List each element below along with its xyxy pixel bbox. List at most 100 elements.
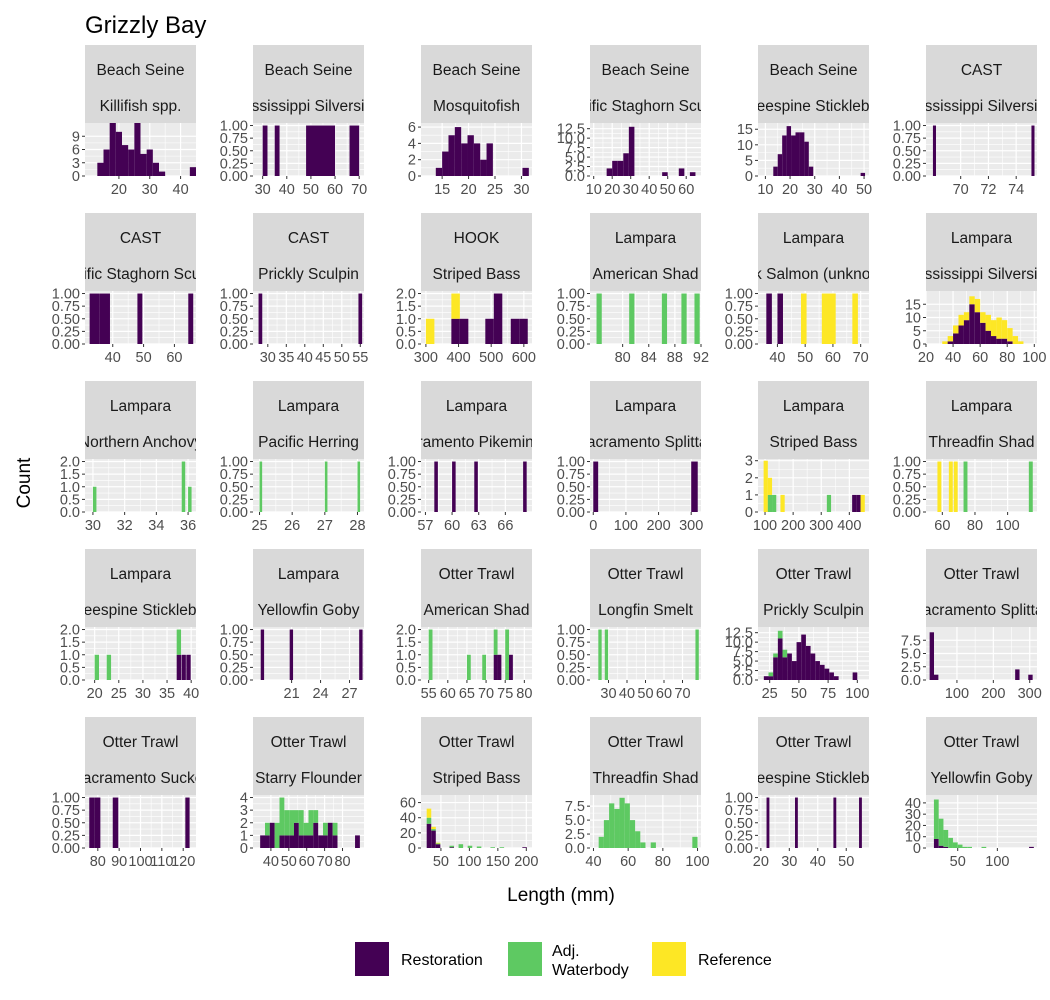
- x-tick-label: 40: [173, 182, 189, 198]
- histogram-bar: [466, 654, 471, 680]
- x-tick-label: 36: [180, 518, 196, 534]
- x-tick-label: 35: [278, 350, 294, 366]
- histogram-bar: [603, 820, 610, 848]
- histogram-bar: [795, 797, 798, 848]
- x-tick-label: 200: [514, 854, 538, 870]
- histogram-bar: [963, 312, 970, 321]
- histogram-bar: [678, 168, 685, 176]
- y-tick-label: 0.00: [893, 169, 921, 185]
- y-tick-label: 0.0: [60, 673, 80, 689]
- histogram-bar: [767, 494, 773, 512]
- histogram-bar: [289, 835, 294, 848]
- y-tick-label: 0: [913, 337, 921, 353]
- y-tick-label: 1.00: [725, 791, 753, 807]
- histogram-bar: [952, 842, 958, 848]
- histogram-bar: [1012, 336, 1019, 344]
- facet-panel: Lampara Northern Anchovy 30 32 34 36 0.00.51.0…: [60, 381, 196, 534]
- histogram-bar: [943, 829, 949, 847]
- x-axis-label: Length (mm): [507, 885, 615, 906]
- histogram-bar: [264, 822, 270, 836]
- histogram-bar: [434, 461, 438, 512]
- facet-strip: [590, 717, 701, 795]
- y-tick-label: 0.50: [557, 480, 585, 496]
- y-tick-label: 0.50: [220, 144, 248, 160]
- histogram-bar: [942, 341, 948, 344]
- facet-strip-species: Yellowfin Goby: [258, 602, 360, 619]
- y-tick-label: 0.5: [396, 324, 416, 340]
- x-tick-label: 90: [111, 854, 127, 870]
- y-tick-label: 0.50: [725, 312, 753, 328]
- x-tick-label: 35: [159, 686, 175, 702]
- histogram-bar: [596, 293, 602, 344]
- x-tick-label: 40: [769, 350, 785, 366]
- histogram-bar: [274, 125, 280, 176]
- facet-strip-species: Prickly Sculpin: [258, 266, 359, 283]
- histogram-bar: [323, 822, 328, 836]
- facet-strip: [253, 549, 364, 627]
- histogram-bar: [929, 632, 935, 680]
- y-tick-label: 0.75: [893, 131, 921, 147]
- x-tick-label: 50: [838, 854, 854, 870]
- histogram-bar: [298, 810, 304, 836]
- histogram-bar: [451, 318, 460, 344]
- x-tick-label: 66: [497, 518, 513, 534]
- histogram-bar: [796, 642, 802, 680]
- y-tick-label: 0.00: [220, 505, 248, 521]
- x-tick-label: 50: [281, 854, 297, 870]
- histogram-bar: [435, 842, 441, 844]
- histogram-bar: [137, 293, 143, 344]
- histogram-bar: [94, 797, 101, 848]
- histogram-bar: [766, 293, 772, 344]
- histogram-bar: [103, 149, 110, 176]
- histogram-bar: [486, 143, 493, 176]
- facet-strip-method: Lampara: [278, 566, 340, 583]
- y-tick-label: 0.25: [220, 492, 248, 508]
- x-tick-label: 80: [999, 350, 1015, 366]
- y-tick-label: 40: [905, 796, 921, 812]
- facet-panel: Otter Trawl Threadfin Shad 40 60 80 100 0.02.5…: [565, 717, 710, 870]
- histogram-bar: [801, 634, 806, 680]
- histogram-bar: [795, 132, 800, 176]
- facet-panel: Otter Trawl Sacramento Sucker 80 90 10011012…: [52, 717, 196, 870]
- histogram-bar: [593, 461, 599, 512]
- x-tick-label: 88: [667, 350, 683, 366]
- y-tick-label: 5.0: [733, 654, 753, 670]
- x-tick-label: 57: [417, 518, 433, 534]
- histogram-bar: [480, 159, 487, 176]
- histogram-bar: [303, 835, 309, 848]
- y-tick-label: 0.00: [52, 337, 80, 353]
- histogram-bar: [435, 843, 441, 845]
- histogram-bar: [933, 838, 939, 848]
- y-tick-label: 0.75: [725, 803, 753, 819]
- facet-strip: [253, 381, 364, 459]
- y-tick-label: 0.25: [52, 324, 80, 340]
- x-tick-label: 50: [797, 350, 813, 366]
- histogram-bar: [189, 167, 196, 176]
- facet-strip-method: Lampara: [615, 398, 677, 415]
- x-tick-label: 63: [471, 518, 487, 534]
- facet-strip-method: Otter Trawl: [439, 734, 515, 751]
- histogram-bar: [324, 461, 328, 512]
- y-tick-label: 4: [408, 136, 416, 152]
- histogram-bar: [426, 808, 432, 818]
- y-tick-label: 1.00: [557, 455, 585, 471]
- y-tick-label: 0.00: [220, 169, 248, 185]
- histogram-bar: [860, 172, 866, 176]
- histogram-bar: [313, 810, 319, 823]
- facet-panel: Beach Seine Threespine Stickleback 10 20 30 4…: [737, 45, 872, 198]
- y-tick-label: 0.25: [557, 324, 585, 340]
- facet-strip: [85, 381, 196, 459]
- x-tick-label: 100: [685, 854, 709, 870]
- histogram-bar: [782, 657, 788, 680]
- facet-panel: Lampara Threadfin Shad 60 80 100 0.000.250.50…: [893, 381, 1037, 534]
- histogram-bar: [523, 461, 527, 512]
- y-tick-label: 3: [745, 454, 753, 470]
- histogram-bar: [695, 629, 699, 680]
- histogram-bar: [115, 131, 122, 176]
- facet-strip-method: Beach Seine: [770, 62, 858, 79]
- y-tick-label: 1.00: [220, 623, 248, 639]
